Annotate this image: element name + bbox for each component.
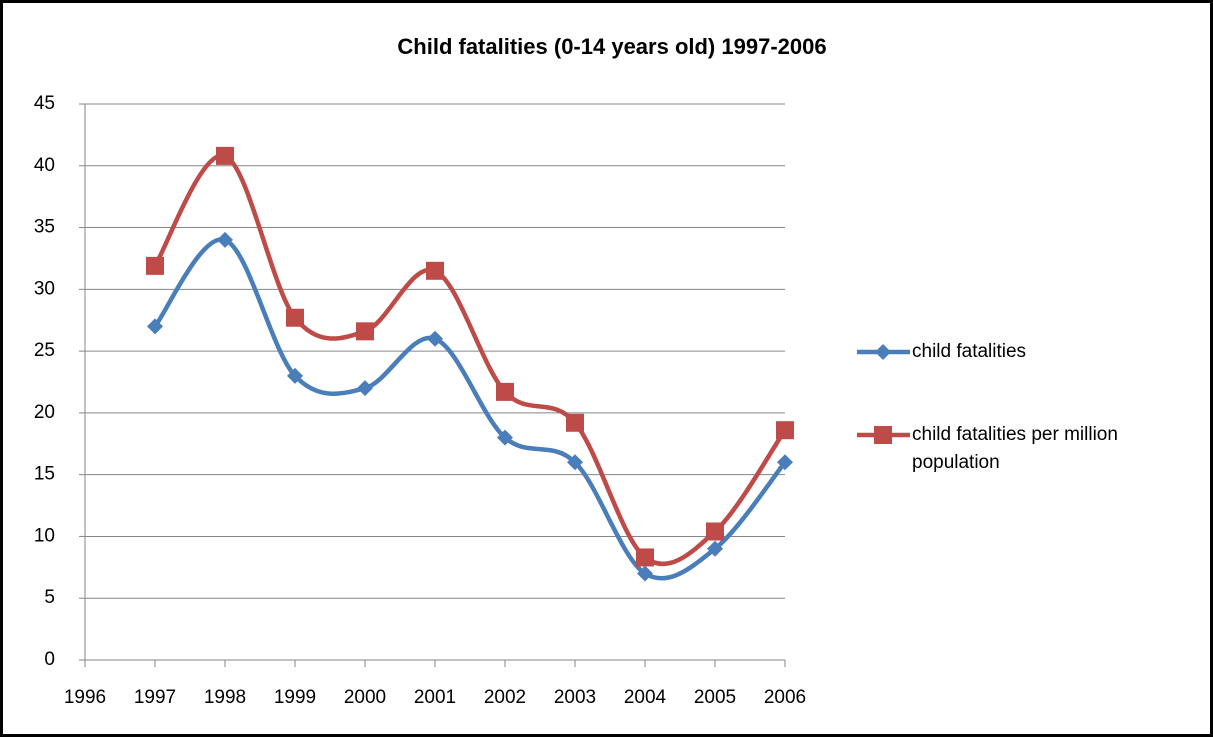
marker xyxy=(146,256,164,275)
x-tick-label: 2005 xyxy=(694,687,736,708)
x-tick-label: 2002 xyxy=(484,687,526,708)
marker xyxy=(357,380,373,397)
y-tick-label: 0 xyxy=(44,649,55,670)
x-tick-label: 2004 xyxy=(624,687,667,708)
chart-title: Child fatalities (0-14 years old) 1997-2… xyxy=(397,34,826,59)
marker xyxy=(706,522,724,541)
marker xyxy=(216,146,234,165)
y-tick-label: 5 xyxy=(44,587,55,608)
marker xyxy=(217,231,233,248)
marker xyxy=(286,308,304,327)
x-tick-label: 1996 xyxy=(64,687,106,708)
marker xyxy=(777,454,793,471)
marker xyxy=(426,261,444,280)
marker xyxy=(287,367,303,384)
series-line xyxy=(153,237,787,581)
marker xyxy=(707,540,723,557)
legend-label: child fatalities xyxy=(912,341,1027,362)
y-tick-label: 45 xyxy=(34,93,55,114)
marker xyxy=(356,322,374,341)
marker xyxy=(496,382,514,401)
x-tick-label: 2006 xyxy=(764,687,806,708)
marker xyxy=(566,413,584,432)
x-tick-label: 2003 xyxy=(554,687,596,708)
marker xyxy=(567,454,583,471)
y-tick-label: 15 xyxy=(34,464,55,485)
legend-label: child fatalities per million population xyxy=(912,424,1118,473)
x-tick-label: 2000 xyxy=(344,687,386,708)
marker xyxy=(147,318,163,335)
x-tick-label: 1997 xyxy=(134,687,176,708)
x-tick-label: 1999 xyxy=(274,687,316,708)
marker xyxy=(776,421,794,440)
x-tick-label: 2001 xyxy=(414,687,456,708)
x-tick-label: 1998 xyxy=(204,687,246,708)
y-tick-label: 20 xyxy=(34,402,55,423)
marker xyxy=(637,565,653,582)
marker xyxy=(427,330,443,347)
y-tick-label: 10 xyxy=(34,525,55,546)
marker xyxy=(636,548,654,567)
y-tick-label: 30 xyxy=(34,278,55,299)
marker xyxy=(874,426,892,444)
y-tick-label: 25 xyxy=(34,340,55,361)
series-line xyxy=(153,153,787,567)
marker xyxy=(875,344,891,360)
y-tick-label: 40 xyxy=(34,155,55,176)
marker xyxy=(497,429,513,446)
y-tick-label: 35 xyxy=(34,217,55,238)
